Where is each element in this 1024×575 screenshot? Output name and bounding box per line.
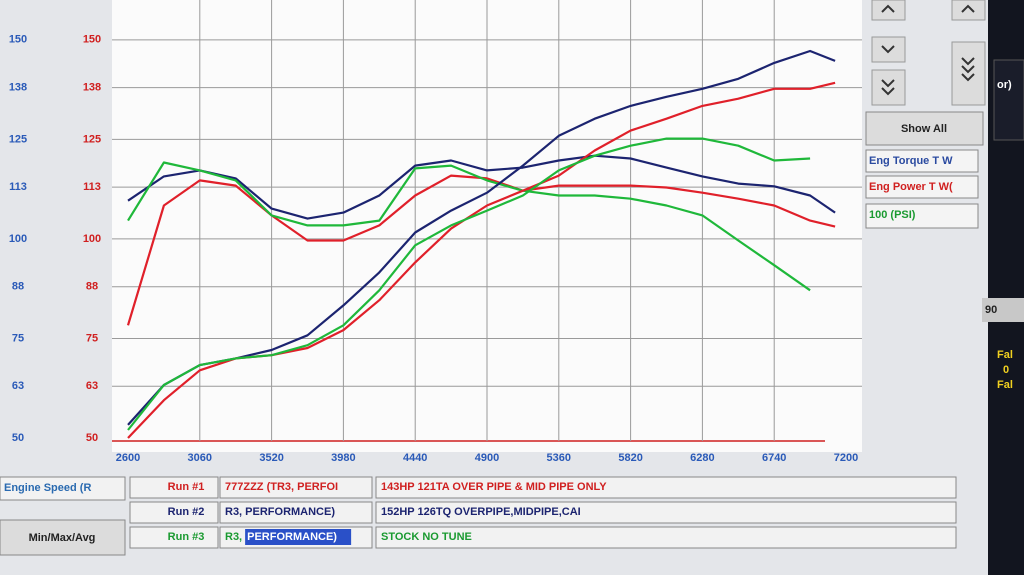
side-text: Fal: [997, 349, 1013, 361]
y-tick-label: 125: [9, 133, 27, 145]
y2-tick-label: 125: [83, 133, 101, 145]
legend-box[interactable]: [865, 203, 979, 229]
x-tick-label: 5820: [618, 452, 642, 464]
min-max-avg-button[interactable]: [0, 519, 126, 556]
x-tick-label: 3520: [259, 452, 283, 464]
show-all-label: Show All: [901, 123, 947, 135]
run-desc-box: [375, 526, 957, 549]
legend-label: Eng Torque T W: [869, 155, 953, 167]
run-desc: 143HP 121TA OVER PIPE & MID PIPE ONLY: [381, 481, 607, 493]
series-line: [127, 137, 811, 431]
legend-box[interactable]: [865, 149, 979, 173]
y-tick-label: 113: [9, 181, 27, 193]
y-tick-label: 100: [9, 233, 27, 245]
run-name: R3,: [225, 531, 242, 543]
side-text: or): [997, 79, 1012, 91]
y2-tick-label: 150: [83, 34, 101, 46]
legend-label: Eng Power T W(: [869, 181, 953, 193]
end-button[interactable]: [951, 41, 986, 106]
run-label-box: [129, 476, 219, 499]
legend-box[interactable]: [865, 175, 979, 199]
x-tick-label: 4900: [475, 452, 499, 464]
x-tick-label: 7200: [834, 452, 858, 464]
run-name: R3, PERFORMANCE): [225, 506, 335, 518]
side-field: [982, 298, 1024, 322]
min-max-avg-label: Min/Max/Avg: [29, 532, 96, 544]
side-text: Fal: [997, 379, 1013, 391]
y2-tick-label: 88: [86, 281, 98, 293]
x-tick-label: 5360: [547, 452, 571, 464]
page-down-icon: [881, 79, 895, 96]
up-icon: [881, 4, 895, 13]
y-tick-label: 138: [9, 82, 27, 94]
run-label: Run #1: [168, 481, 205, 493]
run-desc-box: [375, 476, 957, 499]
x-tick-label: 6280: [690, 452, 714, 464]
y-tick-label: 150: [9, 34, 27, 46]
run-name-box[interactable]: [219, 501, 373, 524]
series-line: [127, 154, 836, 220]
y-tick-label: 50: [12, 432, 24, 444]
y2-tick-label: 100: [83, 233, 101, 245]
side-text: 0: [1003, 364, 1009, 376]
run-desc: STOCK NO TUNE: [381, 531, 472, 543]
y2-tick-label: 75: [86, 332, 98, 344]
side-text: 90: [985, 304, 997, 316]
series-line: [126, 174, 836, 326]
x-tick-label: 4440: [403, 452, 427, 464]
series-line: [127, 49, 836, 426]
y2-tick-label: 63: [86, 380, 98, 392]
run-name-selected: PERFORMANCE): [247, 531, 337, 543]
y2-tick-label: 138: [83, 82, 101, 94]
x-tick-label: 6740: [762, 452, 786, 464]
selection: [245, 529, 352, 545]
y-tick-label: 88: [12, 281, 24, 293]
x-tick-label: 3980: [331, 452, 355, 464]
page-down-button[interactable]: [871, 69, 906, 106]
y-tick-label: 63: [12, 380, 24, 392]
up-icon: [961, 4, 975, 13]
side-box: [993, 59, 1024, 141]
y-tick-label: 75: [12, 332, 24, 344]
run-label-box: [129, 501, 219, 524]
y2-tick-label: 50: [86, 432, 98, 444]
run-label-box: [129, 526, 219, 549]
scroll-up-button[interactable]: [871, 0, 906, 21]
x-tick-label: 3060: [188, 452, 212, 464]
run-name: 777ZZZ (TR3, PERFOI: [225, 481, 338, 493]
run-label: Run #3: [168, 531, 205, 543]
run-desc: 152HP 126TQ OVERPIPE,MIDPIPE,CAI: [381, 506, 581, 518]
legend-label: 100 (PSI): [869, 209, 916, 221]
down-icon: [881, 45, 895, 54]
end-icon: [961, 57, 975, 82]
engine-speed-label: Engine Speed (R: [4, 482, 91, 494]
run-name-box[interactable]: [219, 476, 373, 499]
y2-tick-label: 113: [83, 181, 101, 193]
series-line: [127, 161, 811, 292]
field[interactable]: [0, 476, 126, 501]
run-desc-box: [375, 501, 957, 524]
scroll-down-button[interactable]: [871, 36, 906, 63]
x-tick-label: 2600: [116, 452, 140, 464]
scroll-up-button[interactable]: [951, 0, 986, 21]
run-label: Run #2: [168, 506, 205, 518]
show-all-button[interactable]: [865, 111, 984, 146]
